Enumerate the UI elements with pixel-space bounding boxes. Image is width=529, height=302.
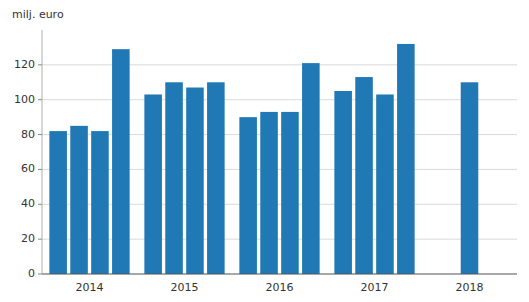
y-axis-label: milj. euro: [12, 8, 64, 21]
bar: [355, 77, 373, 274]
x-tick-label: 2015: [171, 281, 199, 294]
bar: [112, 49, 130, 274]
x-tick-label: 2014: [76, 281, 104, 294]
y-tick-label: 20: [21, 232, 35, 245]
bar: [334, 91, 352, 274]
bar: [302, 63, 320, 274]
bar: [376, 94, 394, 274]
bar: [70, 126, 88, 274]
bar: [281, 112, 299, 274]
bar: [239, 117, 257, 274]
chart-container: 0 20 40 60 80 100 120 2014 2015 2016 2017 2018 milj.…: [0, 0, 529, 302]
y-tick: [38, 274, 42, 275]
y-tick: [38, 99, 42, 100]
y-tick-label: 60: [21, 162, 35, 175]
y-tick-label: 80: [21, 128, 35, 141]
y-tick-label: 40: [21, 197, 35, 210]
y-axis-line: [42, 30, 43, 274]
bar: [207, 82, 225, 274]
bar: [397, 44, 415, 274]
x-axis-line: [42, 274, 517, 275]
y-tick-label: 120: [14, 58, 35, 71]
chart-svg: 0 20 40 60 80 100 120 2014 2015 2016 2017 2018 milj.…: [0, 0, 529, 302]
x-tick-label: 2017: [361, 281, 389, 294]
bars: [49, 44, 478, 274]
bar: [144, 94, 162, 274]
y-tick: [38, 239, 42, 240]
axes: 0 20 40 60 80 100 120 2014 2015 2016 2017 2018: [14, 30, 484, 294]
y-tick: [38, 169, 42, 170]
x-tick-label: 2016: [266, 281, 294, 294]
y-tick: [38, 64, 42, 65]
x-tick-label: 2018: [456, 281, 484, 294]
bar: [461, 82, 479, 274]
bar: [186, 88, 204, 274]
y-tick-label: 0: [28, 267, 35, 280]
y-tick: [38, 204, 42, 205]
y-tick-label: 100: [14, 93, 35, 106]
y-tick: [38, 134, 42, 135]
bar: [49, 131, 67, 274]
bar: [165, 82, 183, 274]
bar: [260, 112, 278, 274]
grid-line: [42, 274, 517, 275]
bar: [91, 131, 109, 274]
